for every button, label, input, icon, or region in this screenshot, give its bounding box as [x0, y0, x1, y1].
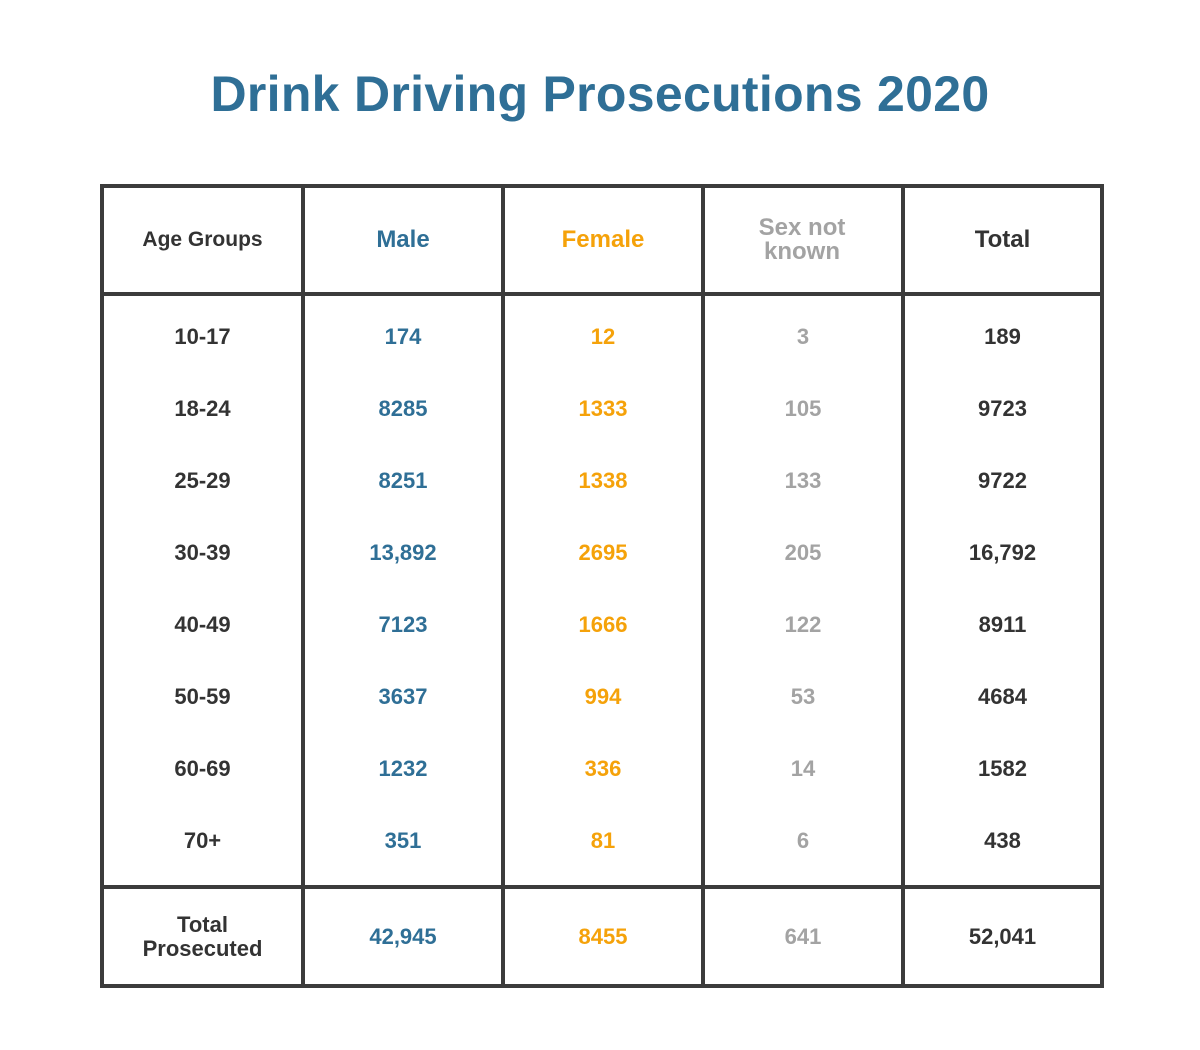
- cell-female: 81: [590, 828, 616, 853]
- column-divider: [501, 188, 505, 984]
- cell-age-group: 60-69: [174, 756, 231, 781]
- cell-total: 189: [984, 324, 1021, 349]
- cell-male: 174: [384, 324, 422, 349]
- cell-age-group: 18-24: [174, 396, 231, 421]
- cell-total: 16,792: [968, 540, 1037, 565]
- cell-age-group: 10-17: [174, 324, 231, 349]
- cell-total: 1582: [978, 756, 1027, 781]
- cell-female: 1338: [578, 468, 628, 493]
- cell-sex-not-known: 205: [784, 540, 822, 565]
- cell-age-group: 70+: [183, 828, 222, 853]
- prosecutions-table: Age Groups Male Female Sex not known Tot…: [100, 184, 1104, 988]
- page-title: Drink Driving Prosecutions 2020: [210, 66, 990, 122]
- cell-female: 336: [584, 756, 622, 781]
- cell-female: 1333: [578, 396, 628, 421]
- cell-sex-not-known: 6: [796, 828, 810, 853]
- header-female: Female: [561, 226, 645, 253]
- cell-male: 1232: [378, 756, 428, 781]
- cell-male: 3637: [378, 684, 428, 709]
- totals-male: 42,945: [369, 923, 437, 949]
- cell-sex-not-known: 14: [790, 756, 816, 781]
- cell-female: 2695: [578, 540, 628, 565]
- cell-male: 351: [384, 828, 422, 853]
- cell-sex-not-known: 3: [796, 324, 810, 349]
- header-sex-not-known: Sex not known: [758, 214, 846, 265]
- totals-label: Total Prosecuted: [142, 911, 263, 961]
- cell-total: 438: [984, 828, 1021, 853]
- cell-sex-not-known: 105: [784, 396, 822, 421]
- cell-total: 9722: [978, 468, 1027, 493]
- header-male: Male: [376, 226, 430, 253]
- cell-male: 8285: [378, 396, 428, 421]
- cell-total: 4684: [978, 684, 1027, 709]
- header-age-groups: Age Groups: [142, 228, 263, 251]
- cell-total: 9723: [978, 396, 1027, 421]
- cell-female: 1666: [578, 612, 628, 637]
- totals-female: 8455: [578, 923, 628, 949]
- cell-age-group: 25-29: [174, 468, 231, 493]
- totals-divider: [104, 885, 1100, 889]
- totals-total: 52,041: [968, 923, 1037, 949]
- header-divider: [104, 292, 1100, 296]
- column-divider: [301, 188, 305, 984]
- totals-sex-not-known: 641: [784, 923, 822, 949]
- cell-sex-not-known: 122: [784, 612, 822, 637]
- cell-sex-not-known: 133: [784, 468, 822, 493]
- header-total: Total: [974, 226, 1031, 253]
- cell-age-group: 50-59: [174, 684, 231, 709]
- cell-female: 12: [590, 324, 616, 349]
- cell-total: 8911: [978, 612, 1027, 637]
- column-divider: [701, 188, 705, 984]
- column-divider: [901, 188, 905, 984]
- cell-age-group: 30-39: [174, 540, 231, 565]
- cell-male: 7123: [378, 612, 428, 637]
- cell-male: 8251: [378, 468, 428, 493]
- cell-sex-not-known: 53: [790, 684, 816, 709]
- cell-age-group: 40-49: [174, 612, 231, 637]
- cell-female: 994: [584, 684, 622, 709]
- cell-male: 13,892: [369, 540, 437, 565]
